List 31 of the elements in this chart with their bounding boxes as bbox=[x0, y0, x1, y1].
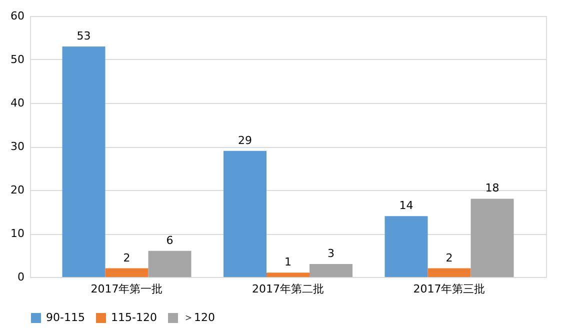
data-label: 3 bbox=[328, 246, 334, 260]
data-label: 53 bbox=[76, 29, 91, 42]
data-label: 6 bbox=[166, 234, 174, 247]
legend-label: ＞120 bbox=[183, 311, 215, 324]
x-tick-label: 2017年第三批 bbox=[413, 282, 486, 296]
data-label: 29 bbox=[238, 134, 252, 147]
y-tick-label: 50 bbox=[10, 53, 24, 66]
data-label: 18 bbox=[485, 182, 500, 195]
x-tick-label: 2017年第二批 bbox=[252, 282, 324, 296]
legend-label: 115-120 bbox=[111, 311, 157, 324]
bar bbox=[384, 216, 428, 277]
bar bbox=[62, 46, 106, 277]
data-label: 14 bbox=[399, 199, 414, 212]
data-label: 2 bbox=[123, 251, 130, 264]
bar bbox=[105, 268, 148, 277]
data-label: 1 bbox=[284, 256, 292, 269]
bar bbox=[470, 198, 514, 277]
y-tick-label: 10 bbox=[10, 227, 24, 240]
bar bbox=[310, 264, 352, 277]
bar bbox=[224, 150, 266, 277]
y-tick-label: 20 bbox=[10, 184, 24, 196]
y-tick-label: 40 bbox=[10, 96, 24, 110]
x-tick-label: 2017年第一批 bbox=[90, 282, 163, 296]
bar bbox=[428, 268, 471, 277]
y-tick-label: 60 bbox=[10, 10, 24, 22]
y-tick-label: 30 bbox=[10, 140, 24, 153]
bar bbox=[148, 250, 192, 277]
y-tick-label: 0 bbox=[18, 270, 24, 284]
legend-label: 90-115 bbox=[46, 311, 85, 324]
data-label: 2 bbox=[446, 251, 453, 264]
bar bbox=[266, 272, 310, 277]
